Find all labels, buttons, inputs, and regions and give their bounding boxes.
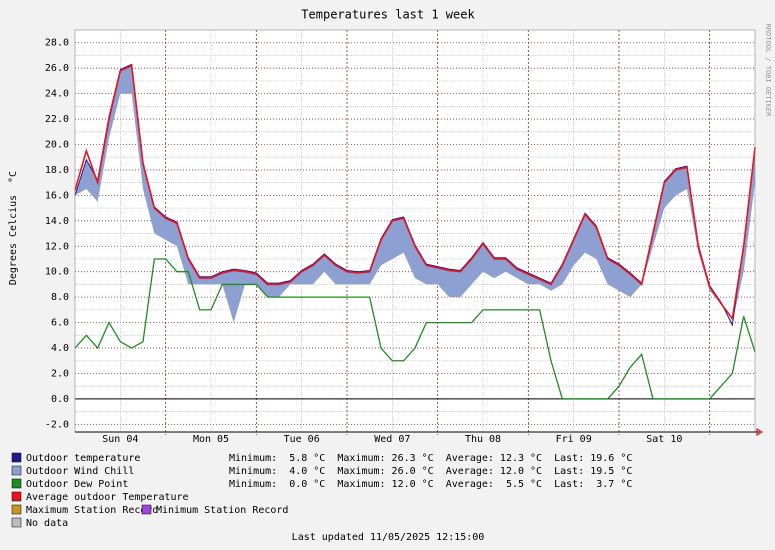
legend-swatch <box>141 504 152 515</box>
wind-chill-area <box>75 64 755 326</box>
x-axis-arrow <box>756 428 763 436</box>
side-text: RRDTOOL / TOBI OETIKER <box>764 24 772 118</box>
y-tick-label: 14.0 <box>45 216 69 227</box>
legend-swatch <box>11 491 22 502</box>
legend-label: Outdoor temperature <box>26 453 140 464</box>
legend-stats: Minimum: 4.0 °C Maximum: 26.0 °C Average… <box>229 466 632 477</box>
footer: Last updated 11/05/2025 12:15:00 <box>292 532 485 543</box>
y-tick-label: 20.0 <box>45 139 69 150</box>
legend-swatch <box>11 465 22 476</box>
y-tick-label: 6.0 <box>51 318 69 329</box>
x-tick-label: Sun 04 <box>102 434 138 445</box>
y-tick-label: 28.0 <box>45 38 69 49</box>
legend-swatch <box>11 452 22 463</box>
series-line <box>74 258 756 400</box>
y-tick-label: 12.0 <box>45 241 69 252</box>
legend-stats: Minimum: 0.0 °C Maximum: 12.0 °C Average… <box>229 479 632 490</box>
y-axis-label: Degrees Celcius <box>8 195 19 285</box>
legend-label: No data <box>26 518 68 529</box>
x-tick-label: Sat 10 <box>646 434 682 445</box>
legend-swatch <box>11 478 22 489</box>
legend-label: Maximum Station Record <box>26 505 158 516</box>
legend-swatch <box>11 504 22 515</box>
x-tick-label: Fri 09 <box>556 434 592 445</box>
x-tick-label: Mon 05 <box>193 434 229 445</box>
y-tick-label: 16.0 <box>45 190 69 201</box>
legend-swatch <box>11 517 22 528</box>
x-tick-label: Tue 06 <box>284 434 320 445</box>
y-tick-label: 8.0 <box>51 292 69 303</box>
chart-title: Temperatures last 1 week <box>301 8 475 22</box>
legend-label: Outdoor Dew Point <box>26 479 128 490</box>
y-tick-label: 0.0 <box>51 394 69 405</box>
y-axis-unit: °C <box>8 171 19 183</box>
x-tick-label: Thu 08 <box>465 434 501 445</box>
legend-label: Average outdoor Temperature <box>26 492 189 503</box>
legend-stats: Minimum: 5.8 °C Maximum: 26.3 °C Average… <box>229 453 632 464</box>
series-line <box>74 64 756 321</box>
y-tick-label: 10.0 <box>45 267 69 278</box>
plot-area <box>75 30 755 432</box>
y-tick-label: 26.0 <box>45 63 69 74</box>
y-tick-label: 24.0 <box>45 89 69 100</box>
y-tick-label: 22.0 <box>45 114 69 125</box>
y-tick-label: 4.0 <box>51 343 69 354</box>
x-tick-label: Wed 07 <box>374 434 410 445</box>
y-tick-label: -2.0 <box>45 419 69 430</box>
legend-label: Outdoor Wind Chill <box>26 466 134 477</box>
y-tick-label: 2.0 <box>51 368 69 379</box>
legend-label: Minimum Station Record <box>156 505 288 516</box>
y-tick-label: 18.0 <box>45 165 69 176</box>
